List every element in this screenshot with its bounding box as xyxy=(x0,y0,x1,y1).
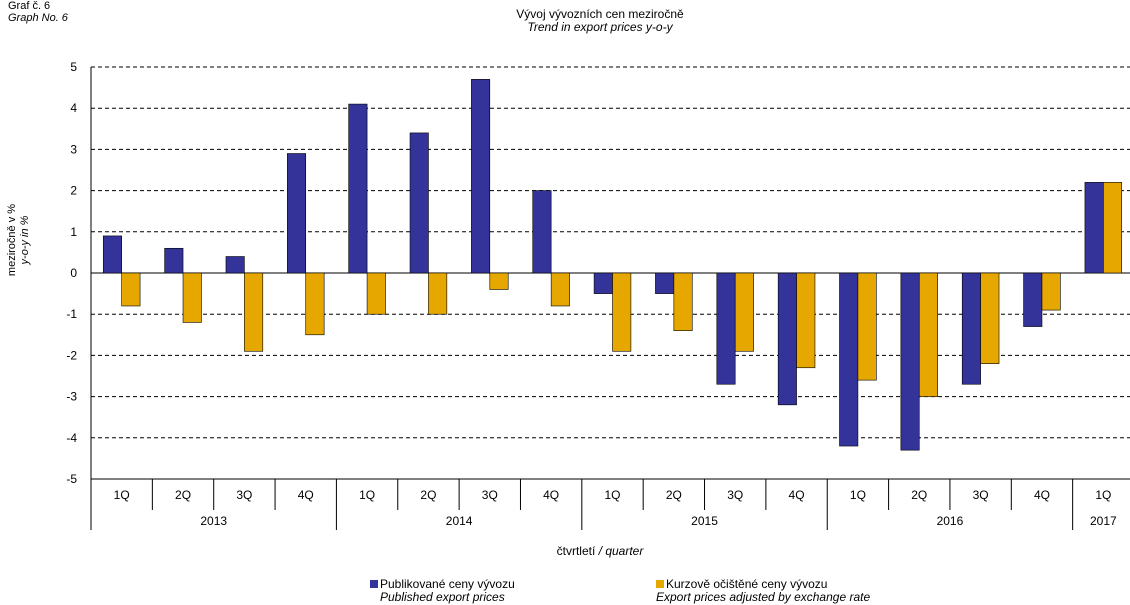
quarter-label: 1Q xyxy=(359,488,375,502)
quarter-label: 4Q xyxy=(543,488,559,502)
bar-adjusted-1 xyxy=(182,272,202,323)
quarter-label: 2Q xyxy=(175,488,191,502)
quarter-label: 3Q xyxy=(482,488,498,502)
bar-published-9 xyxy=(655,272,675,294)
bar-adjusted-4 xyxy=(366,272,386,315)
bar-adjusted-8 xyxy=(612,272,632,352)
bar-adjusted-14 xyxy=(980,272,1000,364)
chart-title-cz: Vývoj vývozních cen meziročně xyxy=(516,7,684,21)
quarter-label: 2Q xyxy=(911,488,927,502)
bar-published-2 xyxy=(225,256,245,274)
quarter-label: 2Q xyxy=(420,488,436,502)
bar-chart: 5 4 3 2 1 0 -1 -2 -3 -4 -5 1Q 2Q 3Q 4Q 1Q 2Q 3Q 4Q 1Q 2Q 3Q 4Q… xyxy=(66,60,1130,530)
graph-number-label: Graf č. 6 Graph No. 6 xyxy=(8,0,68,24)
bar-published-0 xyxy=(102,235,122,274)
quarter-label: 3Q xyxy=(727,488,743,502)
bar-published-4 xyxy=(348,103,368,274)
quarter-label: 4Q xyxy=(298,488,314,502)
bar-published-15 xyxy=(1023,272,1043,327)
quarter-label: 1Q xyxy=(604,488,620,502)
bar-published-3 xyxy=(287,153,307,274)
graph-number-en: Graph No. 6 xyxy=(8,12,68,24)
year-label: 2017 xyxy=(1090,514,1117,528)
bar-published-6 xyxy=(471,79,491,274)
y-tick-label: 3 xyxy=(70,142,77,156)
bar-published-5 xyxy=(409,132,429,274)
y-tick-label: 5 xyxy=(70,60,77,74)
quarter-label: 4Q xyxy=(789,488,805,502)
legend-item-published: Publikované ceny vývozu Published export… xyxy=(370,578,515,604)
bar-adjusted-12 xyxy=(857,272,877,381)
bar-adjusted-10 xyxy=(734,272,754,352)
x-axis-label: čtvrtletí / quarter xyxy=(0,544,1130,558)
bar-adjusted-13 xyxy=(918,272,938,397)
y-tick-label: 1 xyxy=(70,225,77,239)
bar-published-8 xyxy=(593,272,613,294)
y-tick-label: -2 xyxy=(66,348,77,362)
y-tick-label: -1 xyxy=(66,307,77,321)
bar-adjusted-16 xyxy=(1103,182,1123,274)
y-tick-label: -3 xyxy=(66,390,77,404)
bar-adjusted-11 xyxy=(796,272,816,369)
quarter-label: 1Q xyxy=(850,488,866,502)
year-label: 2016 xyxy=(937,514,964,528)
legend-label-adjusted-en: Export prices adjusted by exchange rate xyxy=(656,590,871,604)
bar-adjusted-0 xyxy=(121,272,141,307)
quarter-label: 3Q xyxy=(973,488,989,502)
quarter-label: 3Q xyxy=(236,488,252,502)
y-tick-label: -5 xyxy=(66,472,77,486)
bar-adjusted-15 xyxy=(1041,272,1061,311)
legend-label-published-cz: Publikované ceny vývozu xyxy=(380,577,515,591)
chart-title-en: Trend in export prices y-o-y xyxy=(527,20,673,34)
quarter-label: 1Q xyxy=(1095,488,1111,502)
x-axis-label-en: / quarter xyxy=(598,544,644,558)
legend-swatch-published xyxy=(370,580,378,588)
bar-adjusted-2 xyxy=(244,272,264,352)
graph-number-cz: Graf č. 6 xyxy=(8,0,51,12)
y-tick-label: 2 xyxy=(70,184,77,198)
bar-adjusted-3 xyxy=(305,272,325,336)
y-tick-label: 0 xyxy=(70,266,77,280)
bar-published-12 xyxy=(839,272,859,447)
year-label: 2013 xyxy=(200,514,227,528)
bar-published-11 xyxy=(777,272,797,406)
quarter-label: 1Q xyxy=(114,488,130,502)
year-label: 2014 xyxy=(446,514,473,528)
bar-published-10 xyxy=(716,272,736,385)
legend-label-adjusted-cz: Kurzově očištěné ceny vývozu xyxy=(666,577,828,591)
legend-swatch-adjusted xyxy=(656,580,664,588)
y-tick-label: -4 xyxy=(66,431,77,445)
bar-adjusted-9 xyxy=(673,272,693,331)
bar-published-7 xyxy=(532,190,552,274)
bar-published-13 xyxy=(900,272,920,451)
bar-published-16 xyxy=(1084,182,1104,274)
bar-published-14 xyxy=(961,272,981,385)
quarter-label: 4Q xyxy=(1034,488,1050,502)
x-axis-label-cz: čtvrtletí xyxy=(556,544,596,558)
legend-item-adjusted: Kurzově očištěné ceny vývozu Export pric… xyxy=(656,578,870,604)
legend-label-published-en: Published export prices xyxy=(380,590,505,604)
bar-adjusted-5 xyxy=(428,272,448,315)
quarter-label: 2Q xyxy=(666,488,682,502)
bar-adjusted-7 xyxy=(550,272,570,307)
y-tick-label: 4 xyxy=(70,101,77,115)
bar-published-1 xyxy=(164,247,184,274)
chart-title: Vývoj vývozních cen meziročně Trend in e… xyxy=(0,8,1130,34)
year-label: 2015 xyxy=(691,514,718,528)
bar-adjusted-6 xyxy=(489,272,509,290)
